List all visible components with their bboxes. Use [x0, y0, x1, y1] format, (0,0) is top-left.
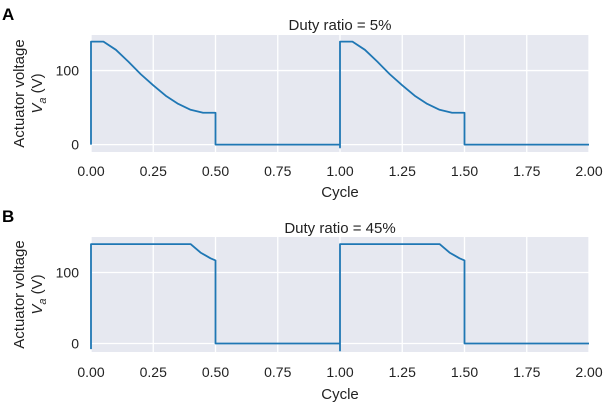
- y-tick-label: 100: [56, 264, 80, 280]
- x-tick-label: 0.25: [140, 163, 167, 179]
- x-axis-label: Cycle: [321, 386, 359, 403]
- chart-panel-b: 0.00 0.25 0.50 0.75 1.00 1.25 1.50 1.75 2.00 0 100…: [2, 207, 603, 403]
- x-tick-label: 1.00: [326, 364, 353, 380]
- chart-panel-a: 0.00 0.25 0.50 0.75 1.00 1.25 1.50 1.75 2.00 0 100…: [2, 5, 603, 201]
- y-axis-symbol: V: [29, 303, 46, 315]
- y-axis-unit: (V): [29, 274, 46, 298]
- x-tick-label: 2.00: [575, 163, 602, 179]
- x-tick-label: 0.00: [77, 163, 104, 179]
- x-tick-label: 1.25: [389, 163, 416, 179]
- y-axis-symbol-subscript: a: [37, 98, 49, 104]
- y-axis-symbol-subscript: a: [37, 299, 49, 305]
- y-axis-label-line2: Va (V): [29, 73, 49, 113]
- y-axis-symbol: V: [29, 102, 46, 114]
- x-tick-label: 1.50: [451, 163, 478, 179]
- chart-title: Duty ratio = 45%: [284, 220, 395, 237]
- x-tick-label: 2.00: [575, 364, 602, 380]
- series-line: [90, 40, 589, 149]
- x-tick-label: 0.50: [202, 163, 229, 179]
- y-tick-label: 100: [56, 63, 80, 79]
- x-tick-label: 0.75: [264, 163, 291, 179]
- x-tick-label: 0.50: [202, 364, 229, 380]
- x-axis-label: Cycle: [321, 184, 359, 201]
- x-tick-label: 1.75: [513, 364, 540, 380]
- x-tick-label: 1.00: [326, 163, 353, 179]
- x-tick-label: 0.25: [140, 364, 167, 380]
- x-tick-label: 1.75: [513, 163, 540, 179]
- panel-letter: A: [2, 5, 14, 24]
- y-axis-label-line1: Actuator voltage: [11, 39, 28, 147]
- series-line: [90, 243, 589, 352]
- y-axis-label-line1: Actuator voltage: [11, 240, 28, 348]
- x-tick-label: 1.50: [451, 364, 478, 380]
- y-tick-label: 0: [71, 137, 79, 153]
- x-tick-label: 0.75: [264, 364, 291, 380]
- chart-title: Duty ratio = 5%: [289, 17, 392, 34]
- y-axis-label-line2: Va (V): [29, 274, 49, 314]
- y-tick-label: 0: [71, 335, 79, 351]
- panel-letter: B: [2, 207, 14, 226]
- y-axis-unit: (V): [29, 73, 46, 97]
- x-tick-label: 1.25: [389, 364, 416, 380]
- x-tick-label: 0.00: [77, 364, 104, 380]
